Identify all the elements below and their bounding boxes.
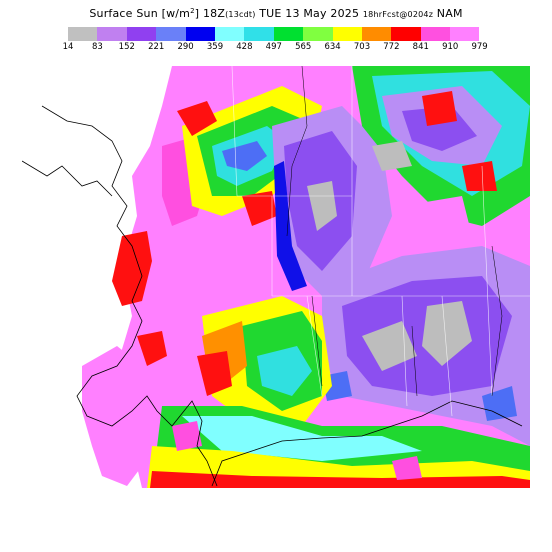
blue-north-core: [222, 141, 267, 171]
title-valid-time: 18Z: [202, 7, 226, 20]
legend-swatch-3: [126, 27, 157, 41]
red-northeast-spots: [422, 91, 497, 191]
legend-swatch-8: [273, 27, 304, 41]
legend-tick-label: 14: [62, 42, 74, 52]
red-west-cluster-2: [137, 331, 167, 366]
purple-northeast: [402, 106, 477, 151]
state-borders-dark: [286, 66, 503, 397]
map-title: Surface Sun [w/m2] 18Z(13cdt) TUE 13 May…: [0, 7, 552, 20]
title-local-time: (13cdt): [225, 10, 256, 19]
red-west-cluster-1: [112, 231, 152, 306]
legend-swatch-6: [214, 27, 245, 41]
legend-swatch-9: [303, 27, 333, 41]
legend-swatch-13: [420, 27, 451, 41]
legend-tick-label: 359: [206, 42, 224, 52]
legend-tick-label: 841: [412, 42, 429, 52]
legend-swatch-1: [68, 27, 98, 41]
red-gulf-fringe: [150, 471, 530, 488]
cyan-gulf-fringe: [182, 416, 422, 461]
legend-tick-label: 565: [295, 42, 312, 52]
gray-southern-core-1: [362, 321, 417, 371]
legend-tick-label: 290: [177, 42, 194, 52]
legend-tick-label: 497: [265, 42, 282, 52]
legend-tick-label: 979: [471, 42, 488, 52]
magenta-gulf-spots: [172, 421, 422, 480]
legend-swatch-5: [185, 27, 215, 41]
teal-south-band: [257, 346, 312, 396]
legend-tick-label: 772: [383, 42, 400, 52]
blue-southern-spots: [322, 371, 517, 421]
gray-northeast: [372, 141, 412, 171]
legend-tick-label: 634: [324, 42, 341, 52]
gray-central-core: [307, 181, 337, 231]
legend-swatch-11: [361, 27, 392, 41]
legend-tick-label: 428: [236, 42, 253, 52]
legend-tick-label: 910: [442, 42, 459, 52]
legend-tick-label: 221: [148, 42, 165, 52]
legend-swatch-14: [450, 27, 480, 41]
coastline-northwest: [22, 160, 113, 197]
title-field: Surface Sun: [89, 7, 158, 20]
legend-tick-label: 703: [353, 42, 371, 52]
legend-swatch-7: [244, 27, 274, 41]
legend-swatch-12: [391, 27, 421, 41]
title-forecast: 18hrFcst@0204z: [362, 10, 434, 19]
coastline-west: [41, 105, 218, 487]
color-legend-ticks: 14 83 152 221 290 359 428 497 565 634 703 772 841 910…: [58, 42, 498, 54]
legend-swatch-10: [332, 27, 362, 41]
legend-swatch-2: [97, 27, 127, 41]
title-units: [w/m2]: [161, 7, 200, 20]
title-date: TUE 13 May 2025: [259, 7, 360, 20]
pink-northeast: [402, 196, 472, 256]
legend-tick-label: 83: [91, 42, 103, 52]
title-model: NAM: [436, 7, 463, 20]
pink-coast-strip: [82, 346, 162, 486]
darkblue-central-edge: [274, 161, 307, 291]
coastline-gulf: [211, 400, 523, 487]
legend-tick-label: 152: [118, 42, 135, 52]
gray-southern-core-2: [422, 301, 472, 366]
solar-radiation-map: [22, 66, 530, 488]
color-legend-bar: [68, 27, 480, 41]
legend-swatch-4: [156, 27, 186, 41]
red-north-spots: [177, 101, 277, 226]
red-south-band: [197, 351, 232, 396]
state-borders: [231, 66, 530, 417]
